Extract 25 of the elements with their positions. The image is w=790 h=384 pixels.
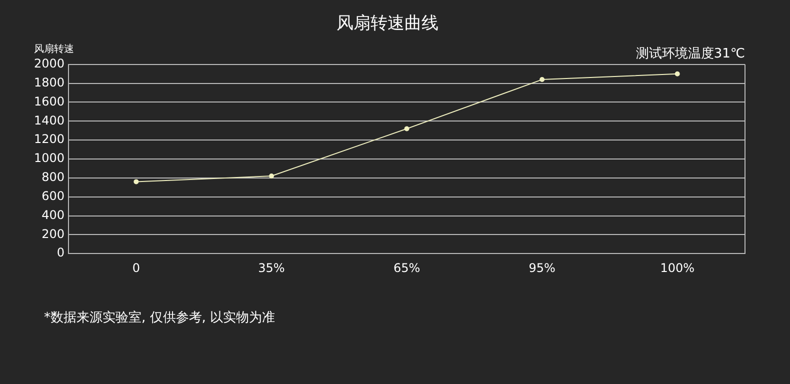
y-tick-label: 400 bbox=[42, 208, 65, 222]
x-tick-label: 35% bbox=[258, 260, 285, 275]
y-tick-label: 600 bbox=[42, 188, 65, 203]
point bbox=[404, 126, 410, 132]
point bbox=[540, 77, 545, 82]
y-tick-label: 1800 bbox=[34, 75, 65, 90]
y-tick-label: 800 bbox=[42, 170, 65, 184]
y-tick-label: 1200 bbox=[34, 132, 65, 146]
text: 测试环境温度31℃ bbox=[636, 45, 745, 62]
y-tick-label: 2000 bbox=[34, 56, 65, 71]
y-tick-label: 1600 bbox=[34, 94, 65, 108]
x-tick-label: 100% bbox=[660, 260, 695, 275]
y-tick-label: 200 bbox=[42, 226, 65, 241]
x-tick-label: 65% bbox=[393, 260, 420, 275]
y-tick-label: 1000 bbox=[34, 151, 65, 166]
point bbox=[674, 71, 680, 76]
x-tick-label: 0 bbox=[132, 260, 140, 275]
x-tick-label: 95% bbox=[528, 260, 556, 275]
y-axis-title: 风扇转速 bbox=[34, 42, 74, 55]
point bbox=[134, 179, 139, 184]
y-tick-label: 0 bbox=[56, 246, 65, 260]
text: *数据来源实验室, 仅供参考, 以实物为准 bbox=[44, 309, 276, 326]
chart-title: 风扇转速曲线 bbox=[336, 14, 438, 34]
y-tick-label: 1400 bbox=[34, 113, 65, 128]
point bbox=[268, 174, 274, 179]
